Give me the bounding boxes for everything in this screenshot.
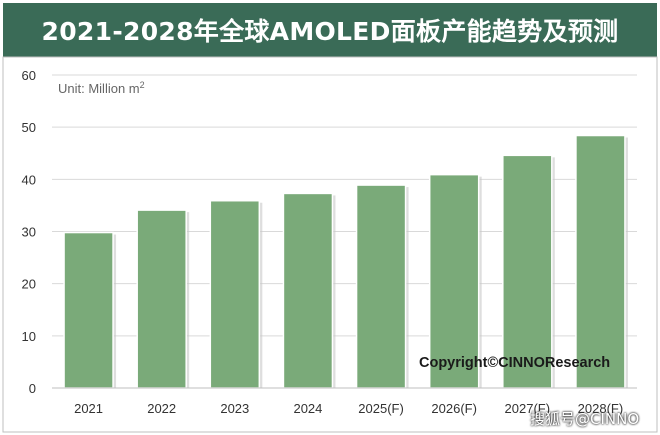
bar-2026(F): [428, 173, 480, 389]
y-tick-label: 10: [22, 329, 36, 344]
y-tick-label: 20: [22, 277, 36, 292]
y-tick-label: 40: [22, 172, 36, 187]
bar-2024: [282, 192, 334, 389]
y-tick-label: 0: [29, 381, 36, 396]
x-tick-label: 2022: [147, 401, 176, 416]
x-tick-label: 2028(F): [578, 401, 624, 416]
x-axis-ticks: 2021 2022 2023 2024 2025(F) 2026(F) 2027(F) 202…: [52, 387, 637, 416]
bar-2027(F): [502, 154, 553, 389]
unit-label: Unit: Million m2: [58, 80, 145, 96]
bars: [63, 134, 628, 389]
bar-2021: [63, 231, 114, 389]
copyright-notice: Copyright©CINNOResearch: [419, 355, 611, 371]
y-tick-label: 50: [22, 120, 36, 135]
chart-border: [2, 56, 658, 433]
chart-title: 2021-2028年全球AMOLED面板产能趋势及预测: [3, 3, 657, 57]
bar-2022: [136, 209, 187, 389]
x-tick-label: 2023: [220, 401, 249, 416]
x-tick-label: 2026(F): [431, 401, 477, 416]
x-tick-label: 2024: [293, 401, 322, 416]
y-tick-label: 30: [22, 225, 36, 240]
y-axis-ticks: 0 10 20 30 40 50 60: [22, 68, 36, 396]
x-tick-label: 2027(F): [505, 401, 551, 416]
y-tick-label: 60: [22, 68, 36, 83]
bar-2023: [209, 199, 261, 389]
x-tick-label: 2021: [74, 401, 103, 416]
bar-2025(F): [355, 184, 407, 389]
watermark: 搜狐号@CINNO: [530, 410, 640, 428]
bar-2028(F): [575, 134, 626, 389]
x-tick-label: 2025(F): [358, 401, 404, 416]
